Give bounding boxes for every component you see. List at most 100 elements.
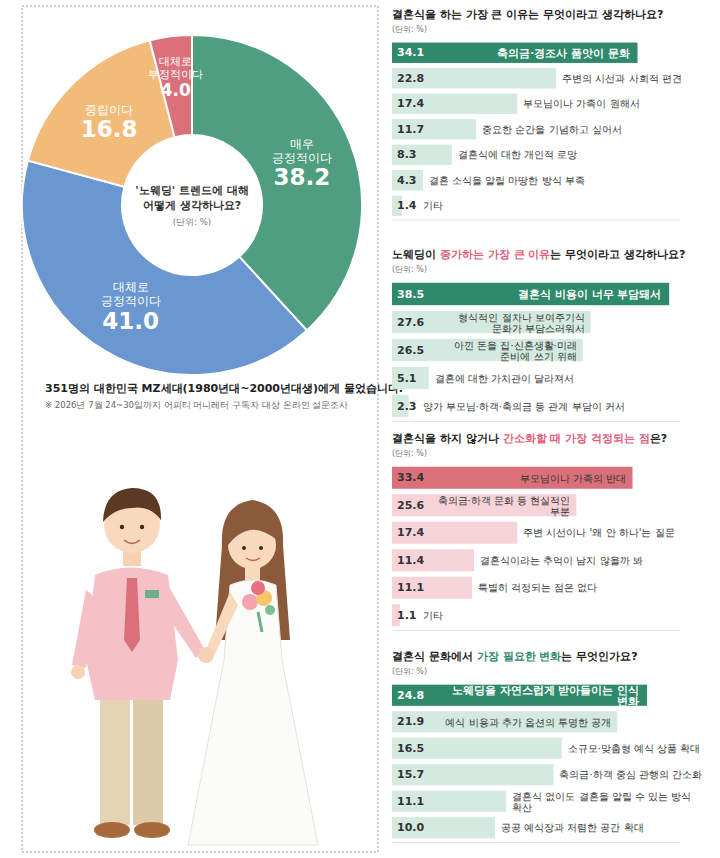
chart-subtitle: (단위: %) [392, 449, 427, 458]
x-axis [393, 842, 681, 843]
donut-chart: 매우긍정적이다38.2대체로긍정적이다41.0중립이다16.8대체로부정적이다4… [22, 35, 403, 410]
bride-eye [259, 546, 263, 550]
bar-chart: 결혼식을 하지 않거나 간소화할 때 가장 걱정되는 점은? (단위: %) 33.… [392, 432, 681, 631]
title-part: 는 무엇인가요? [561, 650, 637, 663]
value-label: 15.7 [397, 768, 424, 781]
category-label: 축의금·하객 문화 등 현실적인부분 [438, 494, 571, 516]
value-label: 10.0 [397, 821, 424, 834]
donut-slice [28, 40, 175, 186]
bar-chart: 결혼식을 하는 가장 큰 이유는 무엇이라고 생각하나요? (단위: %) 34.1… [392, 8, 682, 220]
chart-title: 결혼식을 하지 않거나 간소화할 때 가장 걱정되는 점은? [392, 432, 667, 445]
bars [392, 283, 669, 417]
bar-chart: 노웨딩이 증가하는 가장 큰 이유는 무엇이라고 생각하나요?(단위: %)38… [392, 248, 685, 422]
category-label: 형식적인 절차나 보여주기식문화가 부담스러워서 [458, 311, 584, 333]
text-line: 축의금·경조사 품앗이 문화 [497, 47, 629, 59]
x-axis [393, 220, 681, 221]
bouquet-stem [258, 612, 262, 632]
text-line: '노웨딩' 트렌드에 대해 [135, 183, 248, 196]
bar [392, 791, 506, 812]
bride-mouth [246, 558, 260, 561]
value-label: 2.3 [397, 400, 417, 413]
category-label: 결혼 소식을 알릴 마땅한 방식 부족 [429, 175, 585, 186]
category-label: 주변 시선이나 '왜 안 하나'는 질문 [523, 527, 674, 538]
value-label: 26.5 [397, 344, 424, 357]
joined-hands [198, 647, 214, 663]
groom-shirt [86, 568, 178, 701]
value-label: 22.8 [397, 72, 424, 85]
axis-line [393, 421, 681, 422]
category-label: 결혼에 대한 가치관이 달라져서 [435, 373, 575, 384]
groom-leg [133, 690, 163, 825]
chart-subtitle: (단위: %) [392, 667, 427, 676]
slice-value: 41.0 [102, 308, 159, 334]
text-line: 부분 [550, 505, 570, 516]
category-label: 기타 [423, 200, 443, 211]
annotation: ※ 2026년 7월 24~30일까지 어피티 머니레터 구독자 대상 온라인 … [45, 400, 348, 410]
title-highlight: 가장 필요한 변화 [477, 650, 562, 663]
value-label: 33.4 [397, 471, 424, 484]
bouquet-leaf [265, 605, 275, 615]
slice-value: 38.2 [274, 164, 331, 190]
bar [392, 711, 617, 732]
value-label: 21.9 [397, 715, 424, 728]
chart-subtitle: (단위: %) [392, 25, 427, 34]
infographic: 매우긍정적이다38.2대체로긍정적이다41.0중립이다16.8대체로부정적이다4… [0, 0, 720, 858]
bar [392, 283, 669, 305]
category-label: 결혼식에 대한 개인적 로망 [458, 149, 578, 160]
chart-subtitle: (단위: %) [392, 265, 427, 274]
axis-line [393, 842, 681, 843]
text-line: 노웨딩을 자연스럽게 받아들이는 인식 [452, 684, 639, 696]
panel-frame [22, 6, 378, 852]
value-label: 5.1 [397, 372, 417, 385]
groom-eye [140, 525, 144, 529]
slice-category: 중립이다 [85, 103, 133, 117]
title-highlight: 간소화할 때 가장 걱정되는 점 [503, 432, 650, 445]
category-label: 중요한 순간을 기념하고 싶어서 [482, 124, 622, 135]
category-label: 소규모·맞춤형 예식 상품 확대 [568, 743, 701, 754]
title-part: 결혼식 문화에서 [392, 650, 477, 663]
bar [392, 577, 472, 599]
value-label: 11.7 [397, 123, 424, 136]
category-label: 축의금·하객 중심 관행의 간소화 [559, 769, 702, 780]
category-label: 결혼식이라는 추억이 남지 않을까 봐 [480, 555, 643, 566]
groom-eye [120, 525, 124, 529]
category-label: 부모님이나 가족이 원해서 [523, 98, 639, 109]
value-label: 17.4 [397, 97, 424, 110]
donut-slice [22, 161, 307, 375]
value-label: 34.1 [397, 46, 424, 59]
value-label: 8.3 [397, 148, 417, 161]
groom-mouth [124, 540, 140, 544]
x-axis [393, 421, 681, 422]
slice-category: 대체로부정적이다 [148, 55, 203, 80]
text-line: 결혼식 없이도 결혼을 알릴 수 있는 방식 [512, 790, 691, 801]
couple-illustration [71, 488, 318, 845]
text-line: 중립이다 [85, 103, 133, 117]
groom-arm [72, 590, 98, 668]
category-label: 특별히 걱정되는 점은 없다 [478, 582, 598, 593]
category-label: 부모님이나 가족의 반대 [520, 472, 626, 483]
x-axis [393, 630, 681, 631]
value-label: 25.6 [397, 499, 424, 512]
bar [392, 817, 495, 838]
bar [392, 145, 452, 165]
value-label: 1.1 [397, 609, 417, 622]
text-line: 부모님이나 가족의 반대 [520, 472, 626, 483]
groom-shoe [134, 822, 170, 838]
title-highlight: 증가하는 가장 큰 이유 [440, 248, 551, 261]
value-label: 11.1 [397, 581, 424, 594]
bouquet-flower [251, 581, 265, 595]
chart-title: 결혼식을 하는 가장 큰 이유는 무엇이라고 생각하나요? [392, 8, 663, 21]
bar [392, 494, 576, 516]
category-label: 아낀 돈을 집·신혼생활·미래준비에 쓰기 위해 [454, 339, 577, 361]
value-label: 17.4 [397, 526, 424, 539]
title-part: 결혼식을 하지 않거나 [392, 432, 503, 445]
slice-value: 4.0 [161, 80, 191, 100]
bar [392, 685, 647, 706]
value-label: 27.6 [397, 316, 424, 329]
axis-line [393, 220, 681, 221]
groom-arm [160, 585, 205, 658]
slice-category: 매우긍정적이다 [272, 137, 332, 165]
slice-value: 16.8 [81, 116, 138, 142]
bars [392, 467, 632, 627]
category-label: 축의금·경조사 품앗이 문화 [497, 47, 629, 59]
